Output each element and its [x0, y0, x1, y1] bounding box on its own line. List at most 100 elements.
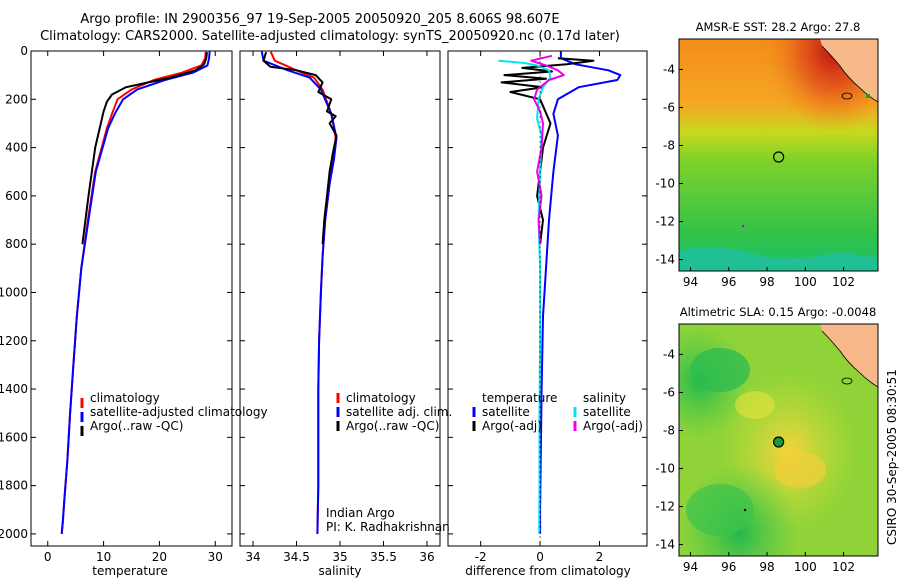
salinity-legend: climatology satellite adj. clim. Argo(..…: [336, 391, 452, 433]
legend-label-argo: Argo(..raw -QC): [346, 419, 439, 433]
temperature-axes-frame: [30, 50, 233, 547]
x-tick-label: 10: [96, 550, 111, 564]
y-tick-label: 600: [5, 189, 28, 203]
sla-argo-marker: [773, 436, 785, 448]
legend-label-satellite: satellite adj. clim.: [346, 405, 452, 419]
legend-label-climatology: climatology: [90, 391, 160, 405]
figure-title-line1: Argo profile: IN 2900356_97 19-Sep-2005 …: [80, 12, 560, 27]
map-x-tick-label: 102: [832, 560, 855, 574]
x-tick-label: 0: [44, 550, 52, 564]
map-y-tick-label: -8: [663, 423, 675, 437]
x-tick-label: 30: [208, 550, 223, 564]
salinity-series: [260, 50, 338, 534]
legend-label-sal-satellite: satellite: [583, 405, 631, 419]
series-line-satellite-adj-clim-: [260, 50, 338, 534]
map-y-tick-label: -14: [655, 538, 675, 552]
x-tick-label: 20: [152, 550, 167, 564]
sst-map: AMSR-E SST: 28.2 Argo: 27.8 94 96 98 100 102…: [655, 20, 879, 289]
csiro-timestamp: CSIRO 30-Sep-2005 08:30:51: [885, 369, 899, 545]
sla-map-ticks: 94 96 98 100 102 -4 -6 -8 -10 -12 -14: [655, 347, 855, 574]
series-line-salinity-argo-adj-: [530, 54, 565, 245]
annotation-line1: Indian Argo: [326, 506, 395, 520]
sst-land: [820, 39, 878, 102]
map-x-tick-label: 100: [794, 275, 817, 289]
legend-header-temperature: temperature: [482, 391, 557, 405]
map-y-tick-label: -12: [655, 500, 675, 514]
y-tick-label: 1200: [0, 334, 28, 348]
x-tick-label: 36: [419, 550, 434, 564]
difference-series: [498, 51, 622, 546]
legend-label-argo: Argo(..raw -QC): [90, 419, 183, 433]
temperature-xlabel: temperature: [92, 564, 167, 578]
difference-xlabel: difference from climatology: [465, 564, 631, 578]
temperature-ticks: 0 10 20 30 0 200 400 600 800 1000 1200 1400 1600 1800…: [0, 44, 232, 564]
series-line-argo-raw-qc-: [81, 52, 208, 245]
map-x-tick-label: 94: [683, 560, 698, 574]
series-line-temperature-satellite: [539, 51, 622, 534]
x-tick-label: 2: [596, 550, 604, 564]
x-tick-label: 35.5: [370, 550, 397, 564]
map-y-tick-label: -6: [663, 100, 675, 114]
map-y-tick-label: -4: [663, 347, 675, 361]
difference-legend: temperature salinity satellite Argo(-adj…: [472, 391, 643, 433]
map-y-tick-label: -8: [663, 138, 675, 152]
annotation-line2: PI: K. Radhakrishnan: [326, 520, 450, 534]
sla-map-title: Altimetric SLA: 0.15 Argo: -0.0048: [680, 305, 877, 319]
map-x-tick-label: 102: [832, 275, 855, 289]
map-x-tick-label: 94: [683, 275, 698, 289]
x-tick-label: 0: [536, 550, 544, 564]
sst-map-ticks: 94 96 98 100 102 -4 -6 -8 -10 -12 -14: [655, 62, 855, 289]
salinity-ticks: 34 34.5 35 35.5 36: [240, 50, 440, 564]
sst-argo-marker: [773, 151, 785, 163]
y-tick-label: 1800: [0, 479, 28, 493]
map-y-tick-label: -12: [655, 215, 675, 229]
salinity-axes-frame: [239, 50, 441, 547]
sst-map-title: AMSR-E SST: 28.2 Argo: 27.8: [696, 20, 861, 34]
map-x-tick-label: 100: [794, 560, 817, 574]
legend-label-sal-argo: Argo(-adj): [583, 419, 643, 433]
y-tick-label: 400: [5, 141, 28, 155]
map-x-tick-label: 96: [721, 560, 736, 574]
map-x-tick-label: 98: [759, 275, 774, 289]
difference-axes-frame: [447, 50, 648, 547]
temperature-panel: 0 10 20 30 0 200 400 600 800 1000 1200 1400 1600 1800…: [0, 44, 268, 578]
legend-label-temp-argo: Argo(-adj): [482, 419, 542, 433]
sla-land: [820, 324, 878, 387]
y-tick-label: 200: [5, 92, 28, 106]
figure-title-line2: Climatology: CARS2000. Satellite-adjuste…: [40, 29, 620, 44]
y-tick-label: 800: [5, 237, 28, 251]
x-tick-label: 34.5: [283, 550, 310, 564]
series-line-argo-raw-qc-: [262, 51, 338, 245]
y-tick-label: 1600: [0, 430, 28, 444]
map-y-tick-label: -6: [663, 385, 675, 399]
temperature-series: [60, 50, 211, 534]
difference-ticks: -2 0 2: [448, 50, 647, 564]
salinity-xlabel: salinity: [318, 564, 361, 578]
legend-label-satellite: satellite-adjusted climatology: [90, 405, 268, 419]
map-x-tick-label: 98: [759, 560, 774, 574]
temperature-legend: climatology satellite-adjusted climatolo…: [80, 391, 268, 436]
salinity-panel: 34 34.5 35 35.5 36 salinity climatology sate…: [239, 50, 452, 578]
x-tick-label: 35: [332, 550, 347, 564]
difference-panel: -2 0 2 difference from climatology tempera…: [447, 50, 648, 578]
map-y-tick-label: -10: [655, 177, 675, 191]
series-line-climatology: [60, 50, 207, 534]
map-y-tick-label: -4: [663, 62, 675, 76]
legend-label-temp-satellite: satellite: [482, 405, 530, 419]
x-tick-label: 34: [245, 550, 260, 564]
y-tick-label: 0: [20, 44, 28, 58]
series-line-satellite-adjusted-climatology: [60, 50, 211, 534]
legend-header-salinity: salinity: [583, 391, 626, 405]
series-line-climatology: [269, 50, 337, 534]
x-tick-label: -2: [475, 550, 487, 564]
y-tick-label: 1000: [0, 285, 28, 299]
sla-map: Altimetric SLA: 0.15 Argo: -0.0048 94 96 9…: [655, 305, 879, 574]
map-x-tick-label: 96: [721, 275, 736, 289]
sst-map-field: [679, 39, 878, 271]
y-tick-label: 2000: [0, 527, 28, 541]
legend-label-climatology: climatology: [346, 391, 416, 405]
map-y-tick-label: -10: [655, 462, 675, 476]
y-tick-label: 1400: [0, 382, 28, 396]
map-y-tick-label: -14: [655, 253, 675, 267]
